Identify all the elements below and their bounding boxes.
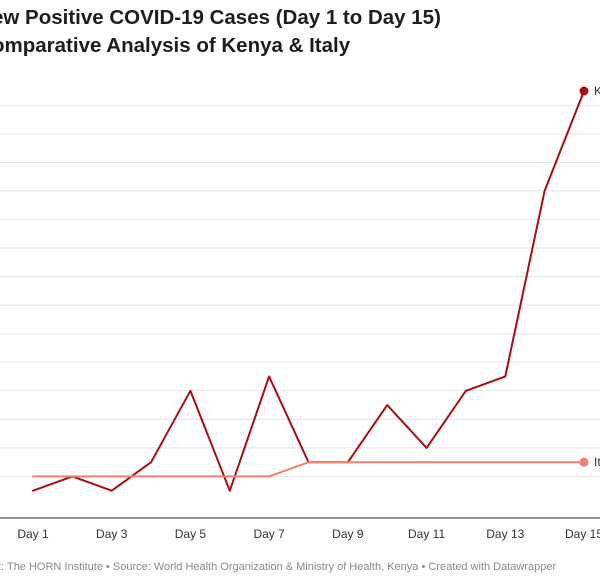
gridlines [0,104,600,477]
x-tick-label: Day 11 [408,527,445,541]
chart-title-line-1: ew Positive COVID-19 Cases (Day 1 to Day… [0,6,441,29]
x-tick-label: Day 7 [253,527,285,541]
series-lines [32,86,589,492]
chart-footer: t: The HORN Institute • Source: World He… [0,561,557,573]
series-line [32,461,585,478]
series-end-point [579,86,589,96]
x-tick-label: Day 5 [175,527,207,541]
x-tick-label: Day 3 [96,527,128,541]
x-tick-label: Day 1 [17,527,49,541]
x-tick-label: Day 15 [565,527,600,541]
chart-title: ew Positive COVID-19 Cases (Day 1 to Day… [0,4,600,60]
chart-title-line-2: omparative Analysis of Kenya & Italy [0,34,351,57]
series-labels: K It [594,84,600,469]
series-label: It [594,455,600,469]
series-label: K [594,84,600,98]
x-axis: Day 1 Day 3 Day 5 Day 7 Day 9 Day 11 Day 13 Day… [0,517,600,541]
series-end-point [579,457,589,467]
series-line [32,90,585,492]
x-tick-label: Day 9 [332,527,364,541]
x-tick-label: Day 13 [486,527,524,541]
